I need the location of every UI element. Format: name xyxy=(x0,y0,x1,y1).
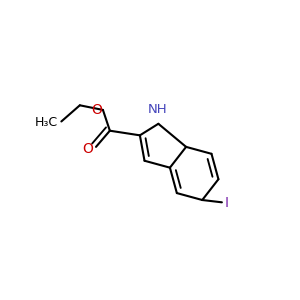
Text: I: I xyxy=(224,196,228,211)
Text: O: O xyxy=(92,103,103,117)
Text: NH: NH xyxy=(147,103,167,116)
Text: O: O xyxy=(82,142,93,156)
Text: H₃C: H₃C xyxy=(35,116,58,129)
